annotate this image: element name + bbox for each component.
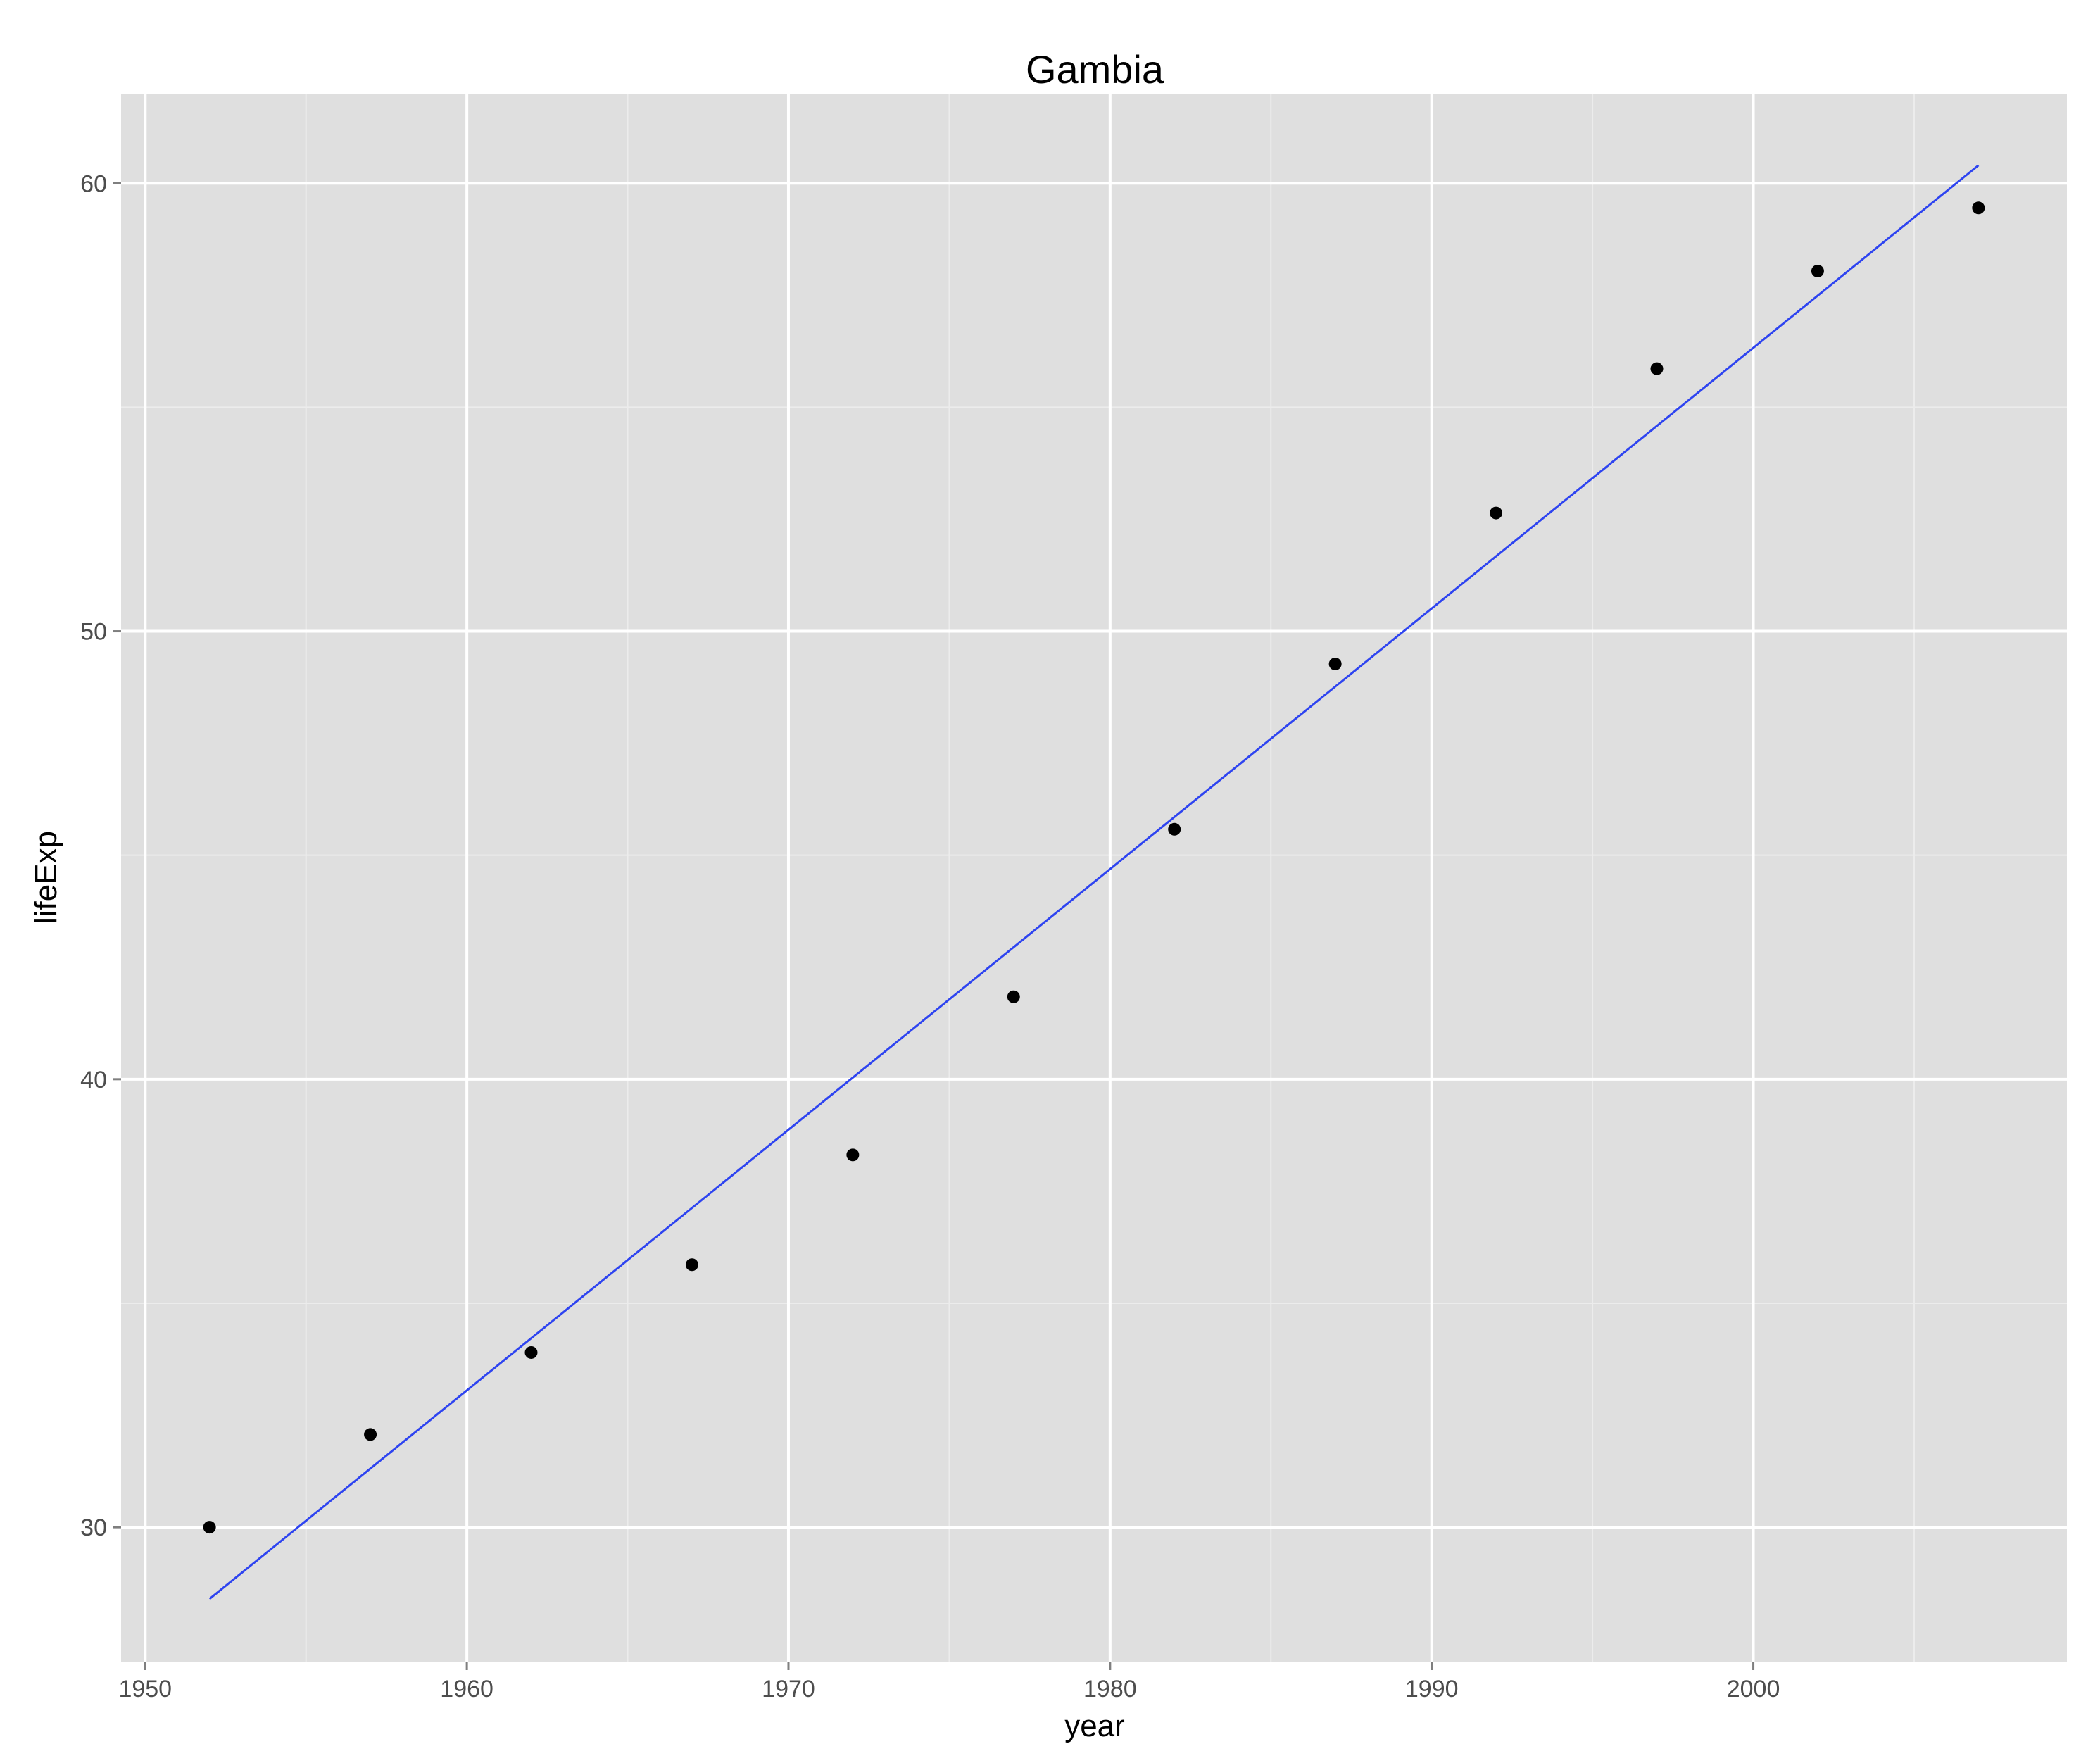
data-point: [1972, 201, 1985, 215]
data-point: [203, 1521, 216, 1534]
grid-minor: [121, 94, 2067, 1662]
data-point: [1490, 506, 1503, 520]
y-tick-label: 30: [80, 1514, 107, 1541]
data-point: [1007, 990, 1020, 1003]
x-tick-label: 1980: [1083, 1676, 1137, 1702]
data-point: [1811, 264, 1824, 277]
points-group: [203, 201, 1985, 1534]
x-axis: 1950 1960 1970 1980 1990 2000: [118, 1662, 1780, 1702]
x-tick-label: 1990: [1405, 1676, 1459, 1702]
y-axis-title: lifeExp: [29, 831, 63, 924]
x-axis-title: year: [1064, 1709, 1125, 1743]
data-point: [846, 1148, 860, 1162]
plot-panel: [121, 94, 2067, 1662]
data-point: [1168, 822, 1181, 836]
trend-line-group: [208, 164, 1980, 1600]
trend-line: [208, 164, 1980, 1600]
y-tick-label: 50: [80, 619, 107, 646]
y-axis: 30 40 50 60: [80, 170, 121, 1541]
data-point: [364, 1428, 377, 1441]
x-tick-label: 1960: [440, 1676, 493, 1702]
data-point: [1650, 362, 1664, 375]
x-tick-label: 1950: [118, 1676, 172, 1702]
x-tick-label: 1970: [762, 1676, 815, 1702]
y-tick-label: 60: [80, 170, 107, 197]
data-point: [1328, 657, 1342, 670]
x-tick-label: 2000: [1727, 1676, 1780, 1702]
grid-major: [121, 94, 2067, 1662]
data-point: [685, 1258, 698, 1272]
chart-title: Gambia: [1026, 47, 1164, 92]
y-tick-label: 40: [80, 1067, 107, 1093]
data-point: [524, 1345, 538, 1359]
